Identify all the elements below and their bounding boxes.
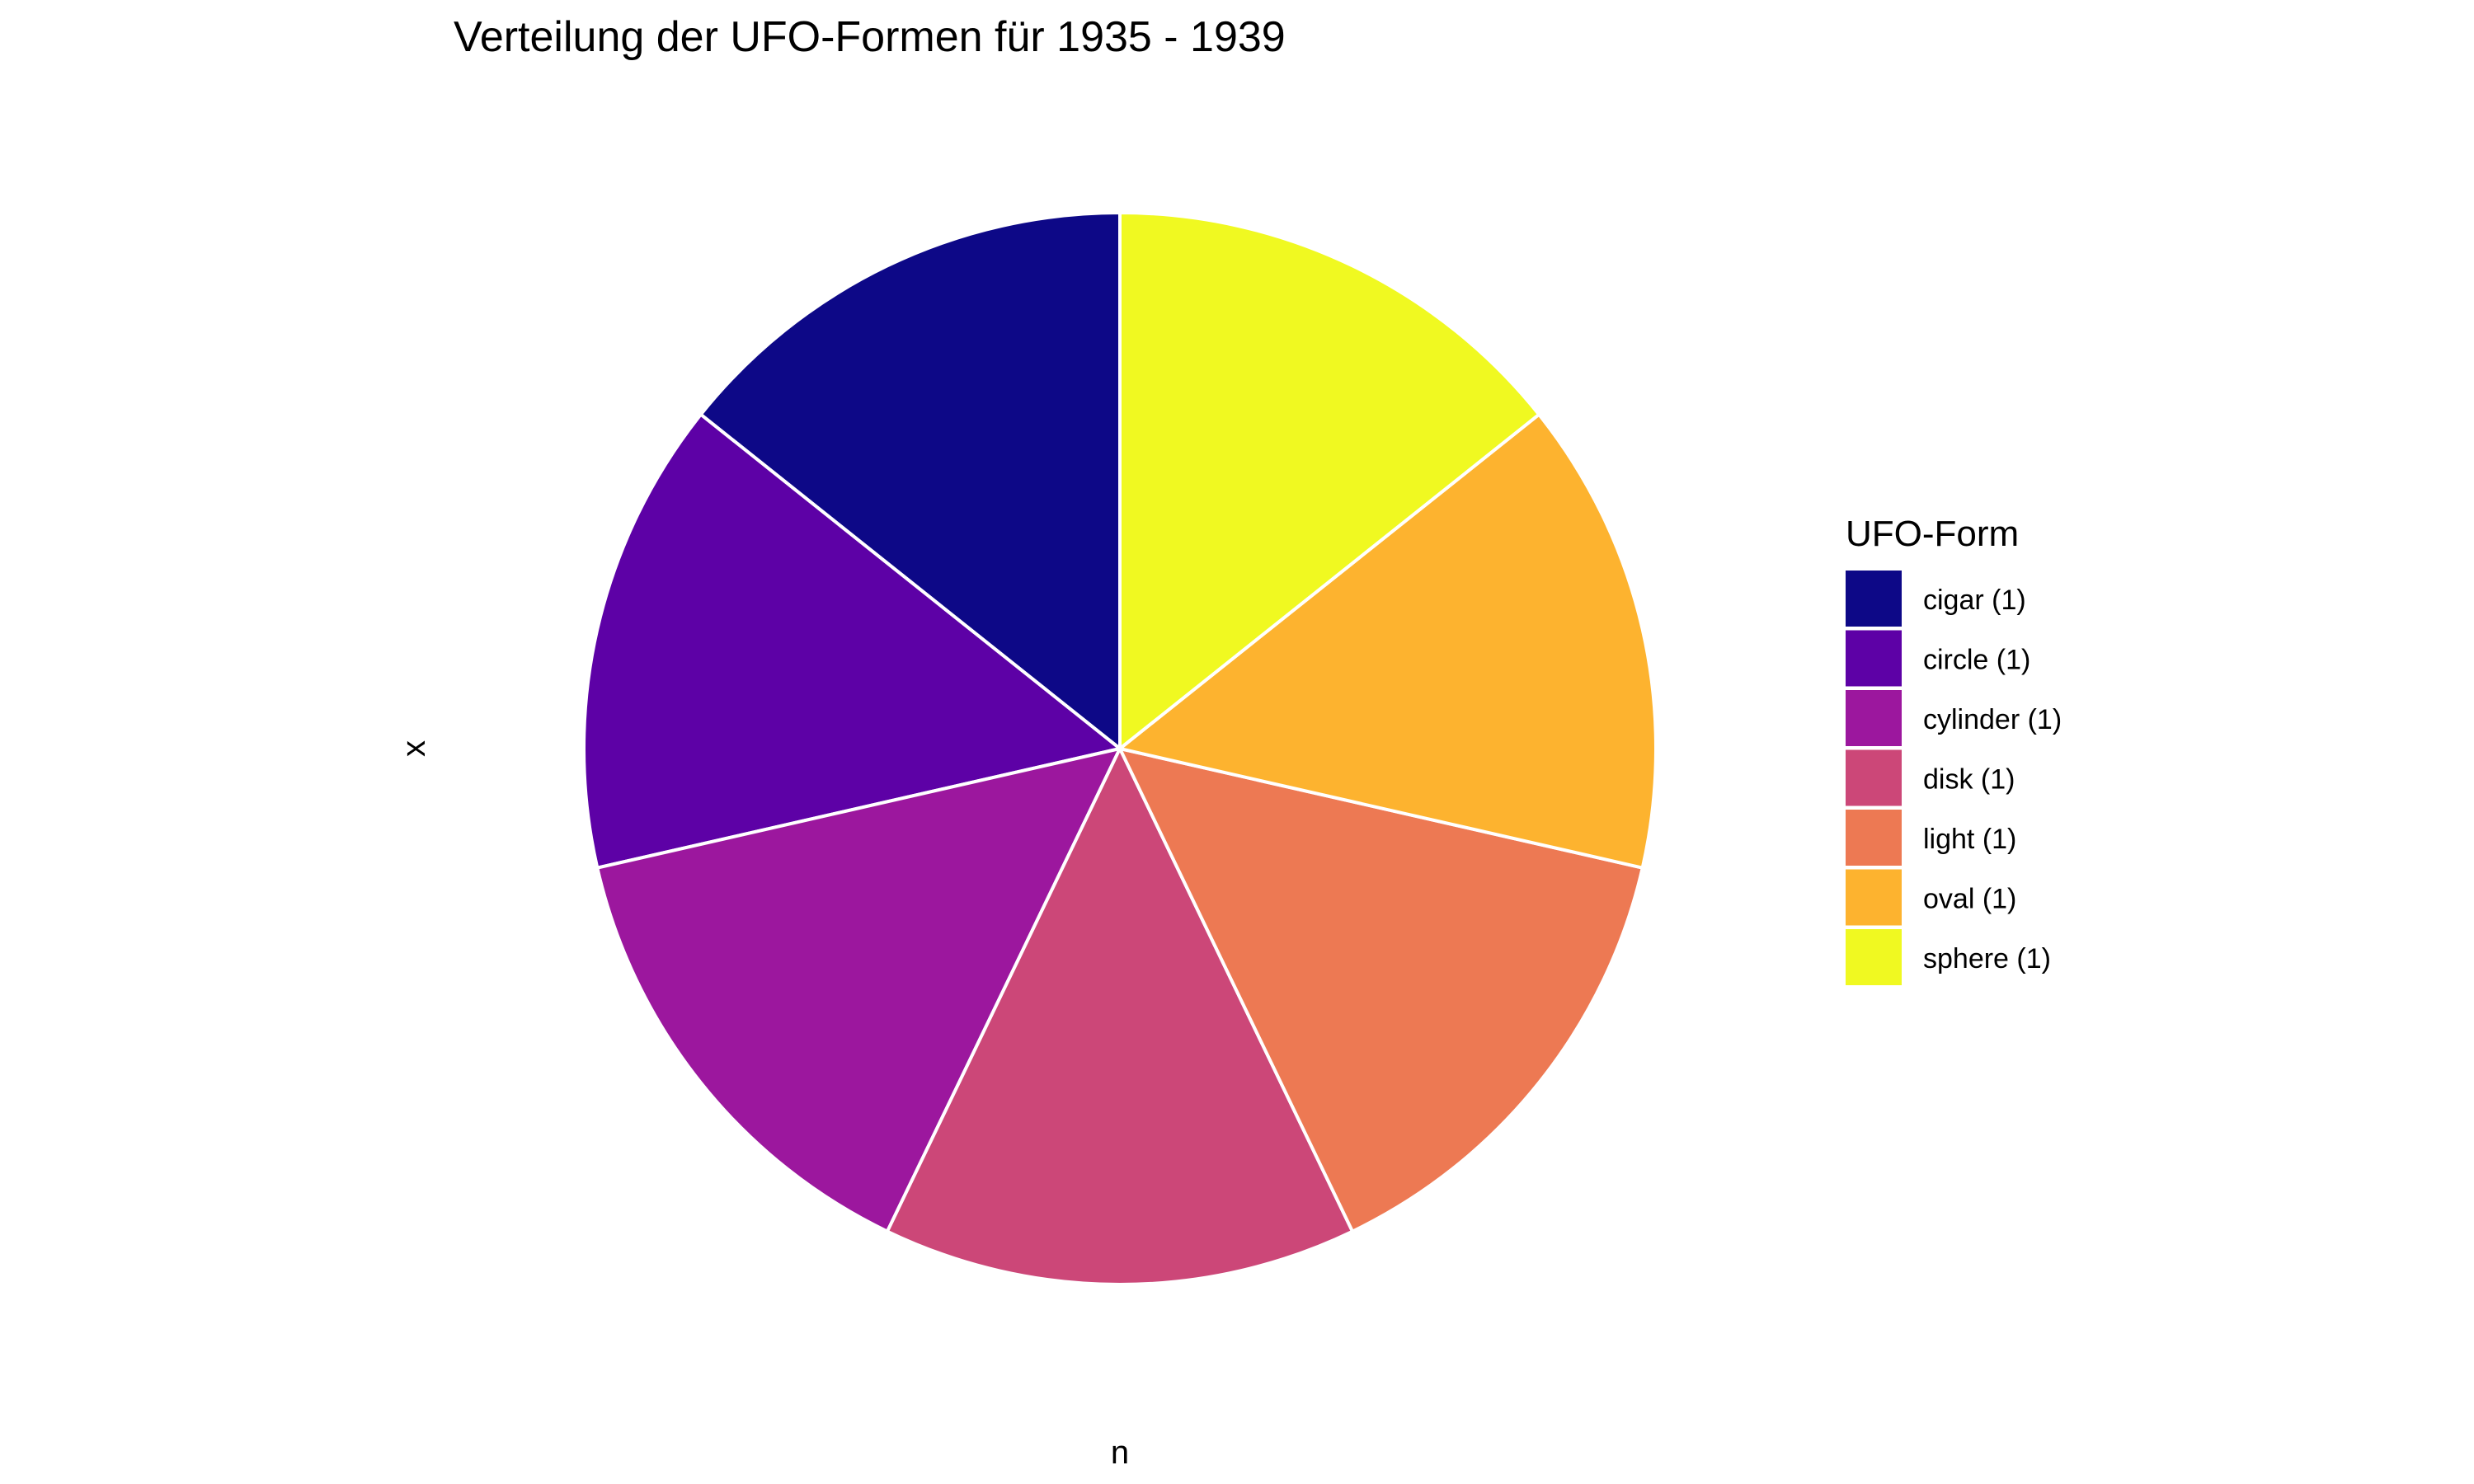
legend-item-sphere: sphere (1) (1846, 929, 2051, 985)
chart-title: Verteilung der UFO-Formen für 1935 - 193… (454, 13, 1286, 61)
x-axis-label: n (1111, 1435, 1129, 1471)
legend-key-light (1846, 810, 1902, 866)
legend-item-oval: oval (1) (1846, 869, 2016, 926)
pie-slice-oval (1116, 411, 1658, 871)
legend-label-circle: circle (1) (1923, 645, 2030, 676)
pie-slice-sphere (1118, 210, 1542, 753)
legend-title: UFO-Form (1846, 514, 2019, 554)
legend-items: cigar (1) circle (1) cylinder (1) disk (1) l… (1846, 571, 2062, 985)
legend: UFO-Form cigar (1) circle (1) cylinder (1)… (1846, 514, 2062, 985)
legend-item-cigar: cigar (1) (1846, 571, 2026, 627)
legend-key-cigar (1846, 571, 1902, 627)
legend-key-disk (1846, 749, 1902, 806)
legend-item-disk: disk (1) (1846, 749, 2015, 806)
legend-label-oval: oval (1) (1923, 884, 2016, 915)
y-axis-label: x (396, 740, 432, 757)
pie-slices (582, 210, 1658, 1286)
pie-slice-light (1117, 746, 1645, 1234)
legend-label-cigar: cigar (1) (1923, 585, 2026, 616)
legend-label-disk: disk (1) (1923, 764, 2015, 796)
pie-slice-cigar (698, 210, 1122, 753)
legend-label-light: light (1) (1923, 824, 2016, 855)
legend-label-sphere: sphere (1) (1923, 943, 2051, 974)
legend-item-light: light (1) (1846, 810, 2016, 866)
legend-label-cylinder: cylinder (1) (1923, 704, 2062, 735)
pie-slice-circle (582, 411, 1124, 871)
legend-key-cylinder (1846, 690, 1902, 746)
legend-key-oval (1846, 869, 1902, 926)
legend-item-cylinder: cylinder (1) (1846, 690, 2062, 746)
pie-slice-disk (885, 744, 1355, 1286)
legend-key-circle (1846, 630, 1902, 687)
legend-key-sphere (1846, 929, 1902, 985)
pie-slice-cylinder (595, 746, 1123, 1234)
legend-item-circle: circle (1) (1846, 630, 2030, 687)
